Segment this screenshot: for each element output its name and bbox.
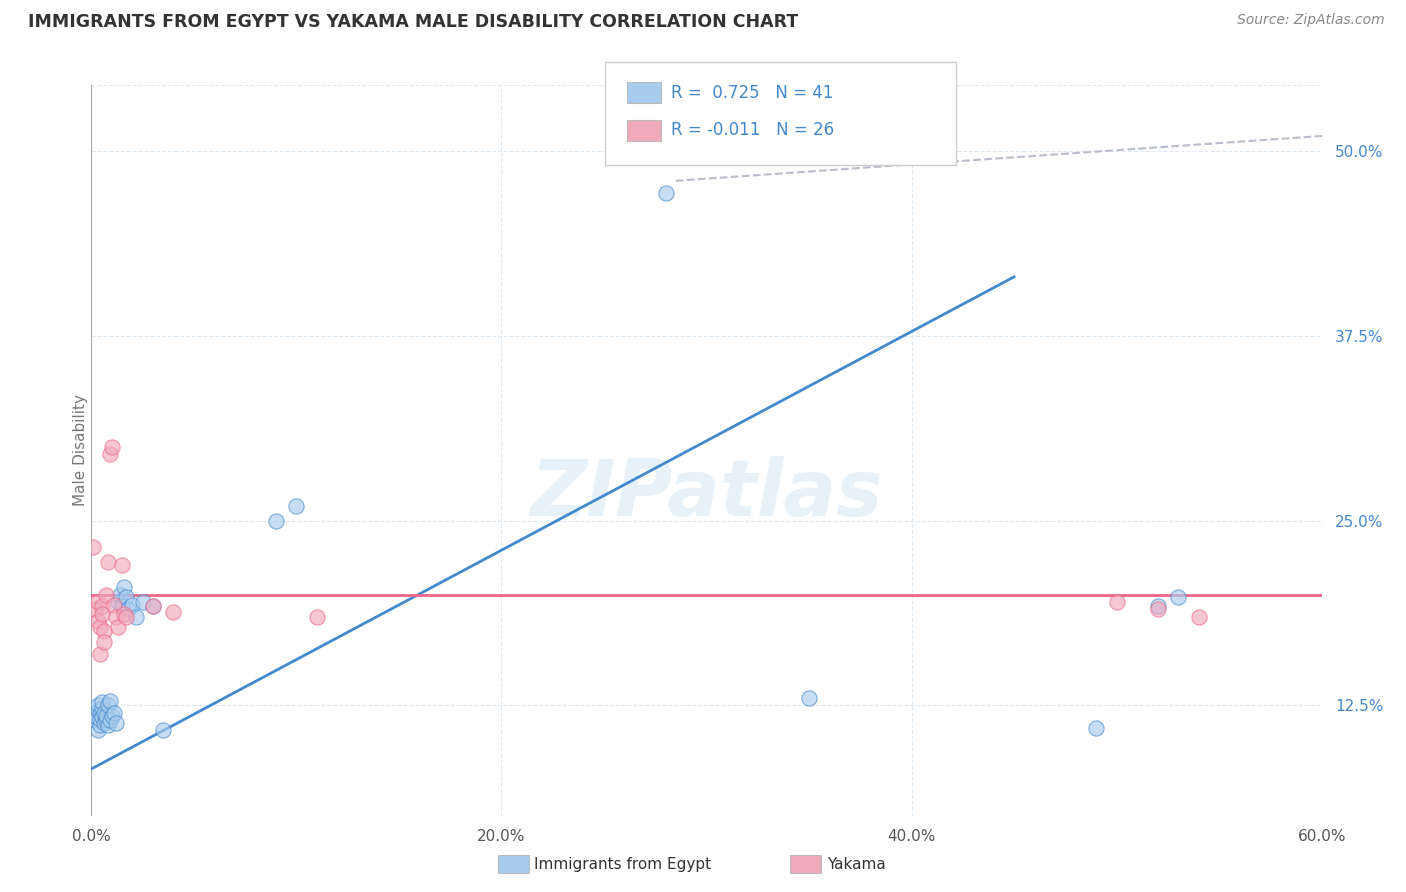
Point xyxy=(111,558,134,572)
Point xyxy=(93,624,115,639)
Point xyxy=(1187,609,1209,624)
Point xyxy=(142,599,165,614)
Point xyxy=(89,707,111,722)
Point xyxy=(152,723,174,738)
Point xyxy=(90,695,112,709)
Point xyxy=(86,614,108,628)
Point xyxy=(117,602,139,616)
Point xyxy=(86,723,108,738)
Text: ZIPatlas: ZIPatlas xyxy=(530,457,883,533)
Point xyxy=(86,698,108,713)
Text: R = -0.011   N = 26: R = -0.011 N = 26 xyxy=(671,121,834,139)
Point xyxy=(84,602,107,616)
Point xyxy=(94,588,117,602)
Point xyxy=(107,595,129,609)
Point xyxy=(1146,599,1168,614)
Point xyxy=(82,706,104,720)
Text: R =  0.725   N = 41: R = 0.725 N = 41 xyxy=(671,84,832,102)
Point xyxy=(93,706,115,720)
Point xyxy=(115,609,138,624)
Point xyxy=(89,620,111,634)
Text: Yakama: Yakama xyxy=(827,857,886,871)
Point xyxy=(105,609,127,624)
Y-axis label: Male Disability: Male Disability xyxy=(73,394,87,507)
Point xyxy=(103,598,125,612)
Point xyxy=(1105,595,1128,609)
Text: Source: ZipAtlas.com: Source: ZipAtlas.com xyxy=(1237,13,1385,28)
Point xyxy=(97,555,120,569)
Point xyxy=(98,713,121,727)
Point xyxy=(1167,591,1189,605)
Point xyxy=(89,712,111,726)
Point xyxy=(1085,721,1108,735)
Point xyxy=(93,716,115,731)
Point xyxy=(90,710,112,724)
Point xyxy=(162,605,184,619)
Point xyxy=(90,599,112,614)
Point xyxy=(97,717,120,731)
Point xyxy=(112,580,135,594)
Point xyxy=(797,690,820,705)
Point xyxy=(107,620,129,634)
Point xyxy=(94,708,117,723)
Point xyxy=(142,599,165,614)
Point xyxy=(111,599,134,614)
Point xyxy=(654,186,676,200)
Point xyxy=(115,591,138,605)
Point xyxy=(90,701,112,715)
Point xyxy=(305,609,328,624)
Point xyxy=(82,541,104,555)
Point xyxy=(112,607,135,621)
Point xyxy=(93,635,115,649)
Point xyxy=(131,595,153,609)
Point xyxy=(264,514,287,528)
Point xyxy=(98,694,121,708)
Point xyxy=(1146,602,1168,616)
Point xyxy=(86,595,108,609)
Point xyxy=(108,588,131,602)
Point xyxy=(84,708,107,723)
Point xyxy=(285,499,308,513)
Text: IMMIGRANTS FROM EGYPT VS YAKAMA MALE DISABILITY CORRELATION CHART: IMMIGRANTS FROM EGYPT VS YAKAMA MALE DIS… xyxy=(28,13,799,31)
Point xyxy=(103,706,125,720)
Point xyxy=(84,713,107,727)
Point xyxy=(125,609,148,624)
Point xyxy=(98,447,121,461)
Point xyxy=(90,607,112,621)
Point xyxy=(86,703,108,717)
Point xyxy=(105,716,127,731)
Point xyxy=(121,598,143,612)
Point xyxy=(94,713,117,727)
Point xyxy=(89,647,111,661)
Point xyxy=(97,698,120,713)
Point xyxy=(101,440,124,454)
Point xyxy=(89,717,111,731)
Text: Immigrants from Egypt: Immigrants from Egypt xyxy=(534,857,711,871)
Point xyxy=(101,708,124,723)
